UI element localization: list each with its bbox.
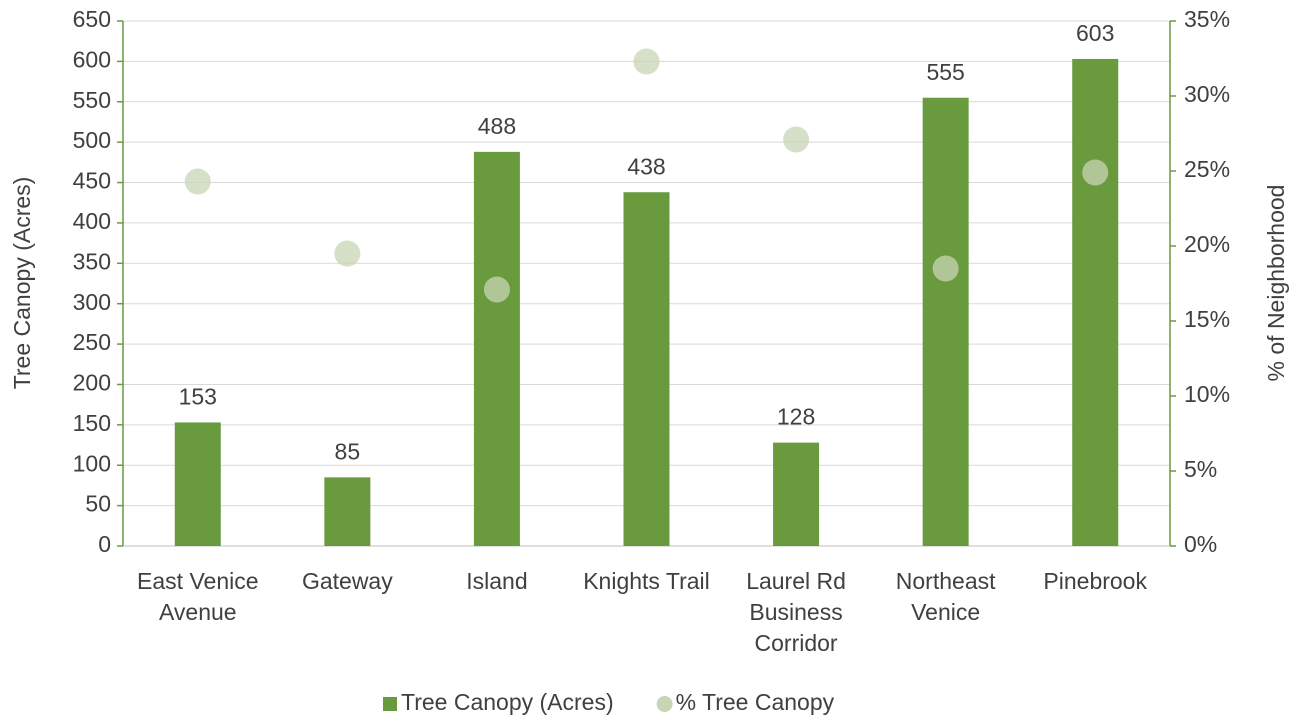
- y2-tick-label: 0%: [1184, 531, 1217, 557]
- y-tick-label: 150: [73, 410, 111, 436]
- legend-marker: [656, 696, 673, 712]
- bar: [773, 442, 820, 546]
- y-tick-label: 400: [73, 208, 111, 234]
- y-tick-label: 200: [73, 370, 111, 396]
- y-tick-label: 650: [73, 6, 111, 32]
- dot: [932, 255, 959, 282]
- bar: [922, 97, 969, 546]
- y2-tick-label: 25%: [1184, 156, 1230, 182]
- x-tick-label: Island: [466, 568, 528, 594]
- bar: [473, 151, 520, 546]
- data-label: 85: [335, 438, 361, 464]
- data-label: 555: [926, 59, 964, 85]
- data-label: 128: [777, 404, 815, 430]
- data-label: 603: [1076, 20, 1114, 46]
- y-tick-label: 450: [73, 168, 111, 194]
- y-tick-label: 500: [73, 127, 111, 153]
- y2-tick-label: 30%: [1184, 81, 1230, 107]
- y-tick-label: 350: [73, 248, 111, 274]
- data-label: 438: [627, 153, 665, 179]
- y-tick-label: 550: [73, 87, 111, 113]
- legend-marker: [383, 697, 397, 711]
- dot: [334, 240, 361, 267]
- dot: [783, 126, 810, 153]
- y2-tick-label: 15%: [1184, 306, 1230, 332]
- x-tick-label: Laurel Rd Business Corridor: [746, 568, 846, 656]
- dot: [184, 168, 211, 195]
- y2-tick-label: 5%: [1184, 456, 1217, 482]
- y-tick-label: 0: [98, 531, 111, 557]
- dot: [483, 276, 510, 303]
- y2-tick-label: 35%: [1184, 6, 1230, 32]
- y-tick-label: 250: [73, 329, 111, 355]
- data-label: 488: [478, 113, 516, 139]
- legend-label: Tree Canopy (Acres): [401, 689, 614, 715]
- x-tick-label: East Venice Avenue: [137, 568, 259, 625]
- bar: [324, 477, 371, 546]
- dot: [1082, 159, 1109, 186]
- bar: [623, 192, 670, 546]
- y-axis-title: Tree Canopy (Acres): [9, 177, 35, 390]
- y2-axis-title: % of Neighborhood: [1263, 185, 1289, 382]
- y-tick-label: 100: [73, 450, 111, 476]
- y2-tick-label: 10%: [1184, 381, 1230, 407]
- y-tick-label: 50: [85, 491, 111, 517]
- data-label: 153: [179, 384, 217, 410]
- x-tick-label: Gateway: [301, 568, 393, 594]
- x-tick-label: Knights Trail: [583, 568, 710, 594]
- y2-tick-label: 20%: [1184, 231, 1230, 257]
- dot: [633, 48, 660, 75]
- x-tick-label: Northeast Venice: [895, 568, 996, 625]
- legend-label: % Tree Canopy: [676, 689, 835, 715]
- x-tick-label: Pinebrook: [1043, 568, 1147, 594]
- bar: [174, 422, 221, 546]
- y-tick-label: 300: [73, 289, 111, 315]
- y-tick-label: 600: [73, 46, 111, 72]
- bar: [1072, 58, 1119, 546]
